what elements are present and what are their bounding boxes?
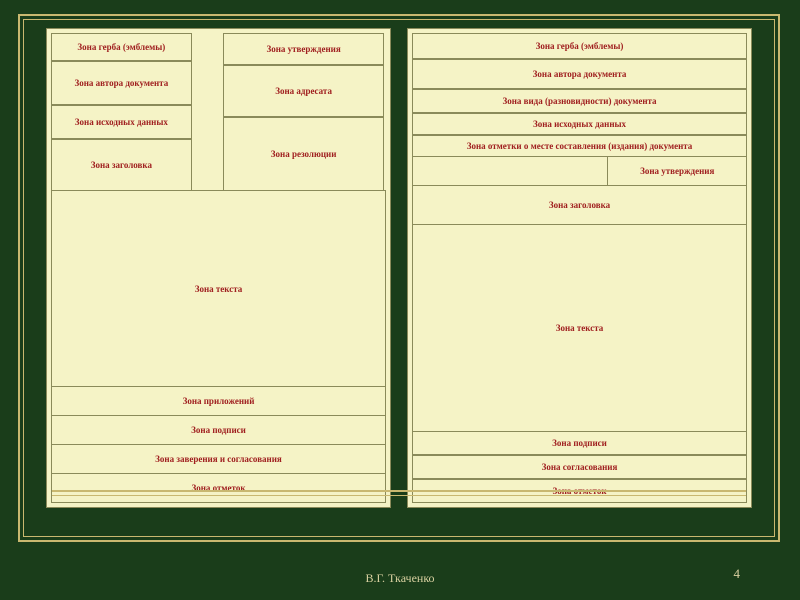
forms-container: Зона герба (эмблемы) Зона автора докумен… xyxy=(46,28,752,508)
zone-addressee: Зона адресата xyxy=(223,65,384,117)
slide-inner-border: Зона герба (эмблемы) Зона автора докумен… xyxy=(23,19,775,537)
left-form-mid-spacer xyxy=(191,33,225,191)
zone-author: Зона автора документа xyxy=(412,59,747,89)
zone-marks: Зона отметок xyxy=(51,473,386,503)
left-form-bottom-stack: Зона приложений Зона подписи Зона завере… xyxy=(51,386,386,503)
footer-author: В.Г. Ткаченко xyxy=(0,571,800,586)
zone-attachments: Зона приложений xyxy=(51,386,386,416)
zone-signature: Зона подписи xyxy=(412,431,747,455)
zone-emblem: Зона герба (эмблемы) xyxy=(51,33,192,61)
zone-source-data: Зона исходных данных xyxy=(412,113,747,135)
right-form-panel: Зона герба (эмблемы) Зона автора докумен… xyxy=(407,28,752,508)
zone-text-body: Зона текста xyxy=(51,190,386,387)
zone-resolution: Зона резолюции xyxy=(223,117,384,191)
zone-approval-row: Зона утверждения xyxy=(412,156,747,186)
left-form-panel: Зона герба (эмблемы) Зона автора докумен… xyxy=(46,28,391,508)
zone-approval-spacer xyxy=(412,156,607,186)
zone-doc-type: Зона вида (разновидности) документа xyxy=(412,89,747,113)
right-form-top-stack: Зона герба (эмблемы) Зона автора докумен… xyxy=(412,33,747,157)
zone-author: Зона автора документа xyxy=(51,61,192,105)
zone-emblem: Зона герба (эмблемы) xyxy=(412,33,747,59)
zone-signature: Зона подписи xyxy=(51,415,386,445)
zone-certification: Зона заверения и согласования xyxy=(51,444,386,474)
zone-place-mark: Зона отметки о месте составления (издани… xyxy=(412,135,747,157)
zone-title: Зона заголовка xyxy=(51,139,192,191)
slide-outer-border: Зона герба (эмблемы) Зона автора докумен… xyxy=(18,14,780,542)
footer-page-number: 4 xyxy=(734,566,741,582)
footer-divider xyxy=(52,490,746,496)
zone-source-data: Зона исходных данных xyxy=(51,105,192,139)
zone-text-body: Зона текста xyxy=(412,224,747,432)
zone-approval: Зона утверждения xyxy=(223,33,384,65)
left-form-header-grid: Зона герба (эмблемы) Зона автора докумен… xyxy=(51,33,386,191)
zone-agreement: Зона согласования xyxy=(412,455,747,479)
zone-approval: Зона утверждения xyxy=(607,156,747,186)
zone-title: Зона заголовка xyxy=(412,185,747,225)
